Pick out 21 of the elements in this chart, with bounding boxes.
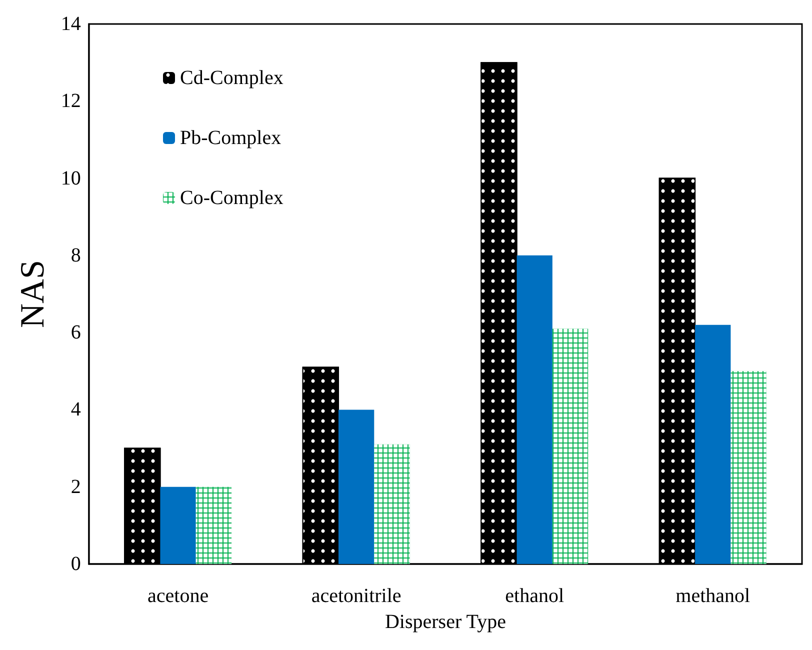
x-tick-label: methanol [676,585,751,607]
bar [160,486,196,564]
y-tick-label: 10 [60,167,81,190]
y-axis-title: NAS [14,260,52,328]
bar [338,410,374,564]
x-tick-label: acetonitrile [311,585,402,607]
x-axis-title: Disperser Type [384,611,506,633]
y-tick-label: 2 [70,476,81,498]
y-tick-label: 0 [70,553,81,575]
bar [695,324,731,564]
y-tick-label: 4 [70,398,81,421]
legend-label: Co-Complex [180,187,284,209]
legend-label: Pb-Complex [180,127,282,149]
y-tick-label: 12 [60,90,81,112]
x-tick-label: acetone [148,585,209,607]
x-tick-label: ethanol [505,585,564,607]
y-tick-label: 8 [70,244,81,266]
bar [516,255,552,564]
legend-label: Cd-Complex [180,67,284,89]
y-tick-label: 6 [70,322,81,344]
y-tick-label: 14 [60,13,81,35]
